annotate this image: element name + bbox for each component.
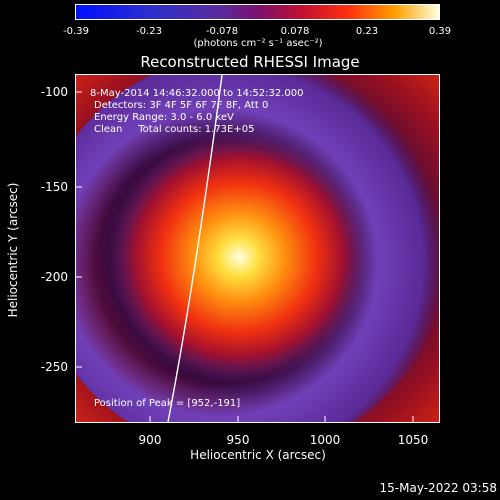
rhessi-image: 8-May-2014 14:46:32.000 to 14:52:32.000 … [75,74,440,423]
colorbar-tick: 0.078 [280,26,310,37]
x-tick-label: 1050 [397,433,429,447]
image-canvas [76,75,439,422]
colorbar-tick: -0.23 [136,26,162,37]
y-tick-label: -100 [40,85,68,99]
colorbar-tick: 0.39 [428,26,452,37]
energy-range-label: Energy Range: 3.0 - 6.0 keV [94,112,234,123]
colorbar-tick: -0.39 [63,26,89,37]
peak-position-label: Position of Peak = [952,-191] [94,398,241,409]
timestamp-footer: 15-May-2022 03:58 [379,481,497,495]
time-range-label: 8-May-2014 14:46:32.000 to 14:52:32.000 [90,88,304,99]
y-tick-label: -200 [40,270,68,284]
colorbar-tick: 0.23 [355,26,379,37]
x-tick-label: 1000 [309,433,341,447]
y-tick-label: -250 [40,360,68,374]
y-axis-label: Heliocentric Y (arcsec) [6,182,20,318]
plot-title: Reconstructed RHESSI Image [140,53,360,71]
colorbar [75,4,440,20]
detectors-label: Detectors: 3F 4F 5F 6F 7F 8F, Att 0 [94,100,269,111]
clean-counts-label: Clean Total counts: 1.73E+05 [94,124,255,135]
colorbar-unit: (photons cm⁻² s⁻¹ asec⁻²) [193,38,323,49]
x-tick-label: 900 [138,433,162,447]
x-tick-label: 950 [226,433,250,447]
solar-limb-line [167,75,223,422]
y-tick-label: -150 [40,180,68,194]
x-axis-label: Heliocentric X (arcsec) [190,448,326,462]
colorbar-tick: -0.078 [205,26,239,37]
